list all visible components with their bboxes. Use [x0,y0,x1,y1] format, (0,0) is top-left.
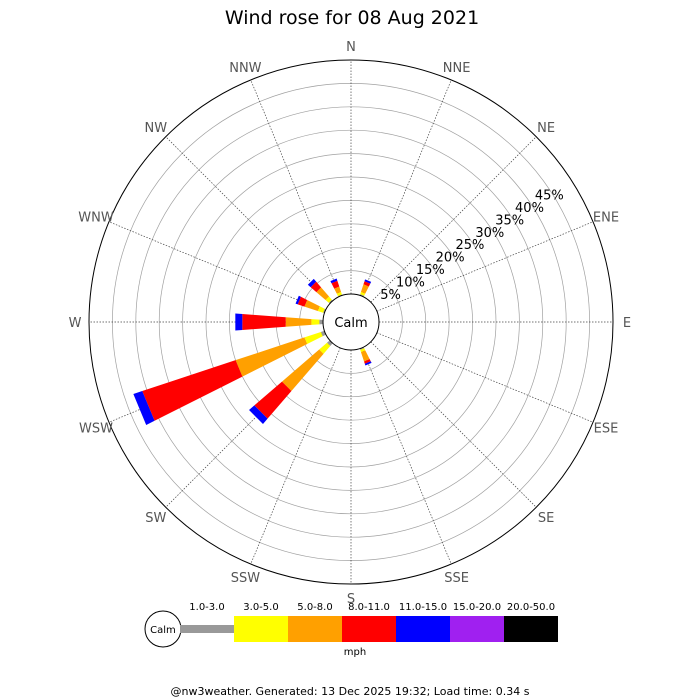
direction-label: NW [145,121,168,136]
direction-label: ESE [594,422,619,437]
legend-bin-label: 20.0-50.0 [507,602,555,613]
bar-segment [235,337,308,377]
bar-segment [242,314,286,330]
calm-center: Calm [322,293,380,351]
calm-circle [322,293,380,351]
legend-swatch [396,616,450,642]
direction-label: SSE [444,571,469,586]
bar-segment [295,295,301,305]
direction-label: N [346,40,356,55]
outer-ring [88,59,614,585]
grid-spoke [370,341,537,508]
grid-spoke [376,332,594,423]
speed-legend: Calm 1.0-3.0 3.0-5.0 5.0-8.0 8.0-11.0 11.0-15… [144,602,558,658]
grid-spoke [376,221,594,312]
bar-segment [235,313,243,331]
bar-segment [297,296,308,307]
grid-spoke [361,79,452,297]
direction-labels: N NNE NE ENE E ESE SE SSE S SSW SW WSW W WNW NW NNW [69,40,632,607]
legend-swatch [504,616,558,642]
grid-spoke [250,79,341,297]
bar-segment [254,381,292,419]
legend-swatch [180,625,234,633]
legend-bin-label: 8.0-11.0 [348,602,390,613]
direction-label: SW [145,511,166,526]
bar-segment [304,331,323,345]
bar-segment [311,319,320,325]
grid-spoke [108,221,326,312]
bar-segment [326,340,333,347]
ring-labels: 5%10%15%20%25%30%35%40%45% [380,189,564,303]
bar-segment [330,278,338,284]
bar-segment [307,278,317,288]
footer-text: @nw3weather. Generated: 13 Dec 2025 19:3… [171,685,530,698]
bar-segment [360,350,370,362]
legend-bin-label: 5.0-8.0 [297,602,332,613]
direction-label: E [623,316,631,331]
direction-label: NE [537,121,555,136]
bar-segment [317,306,325,313]
bar-segment [360,348,366,353]
legend-swatch [288,616,342,642]
bar-segment [249,405,268,424]
grid-spoke [361,347,452,565]
bar-segment [363,281,371,287]
grid-spoke [370,136,537,303]
grid-spoke [165,136,332,303]
bar-segment [360,284,369,294]
legend-swatch [342,616,396,642]
bar-segment [360,291,366,296]
ring-label: 15% [416,263,445,278]
direction-label: NNE [443,61,471,76]
legend-bin-label: 15.0-20.0 [453,602,501,613]
bar-segment [319,342,331,354]
bar-segment [142,360,243,421]
wind-bars [133,278,372,426]
bar-segment [364,359,371,364]
bar-segment [364,279,372,284]
bar-segment [285,317,312,327]
chart-title: Wind rose for 08 Aug 2021 [225,7,479,29]
grid-spoke [250,347,341,565]
bar-segment [364,361,372,366]
grid-ring [158,129,544,515]
bar-segment [325,296,332,303]
bar-segment [133,391,155,426]
bar-segment [331,280,340,289]
ring-label: 35% [495,213,524,228]
direction-label: S [347,592,355,607]
ring-label: 40% [515,201,544,216]
direction-label: WNW [78,210,114,225]
bar-segment [310,281,322,293]
bar-segment [304,299,320,312]
direction-label: SSW [231,571,261,586]
ring-label: 10% [396,275,425,290]
legend-swatch [450,616,504,642]
calm-label: Calm [334,316,367,331]
ring-label: 45% [535,189,564,204]
legend-bin-label: 1.0-3.0 [189,602,224,613]
direction-label: SE [538,511,554,526]
bar-segment [319,319,324,325]
bar-segment [281,349,324,392]
ring-label: 5% [380,288,401,303]
ring-label: 25% [456,238,485,253]
bar-segment [336,291,342,297]
direction-label: ENE [593,210,619,225]
bar-segment [334,286,342,294]
ring-label: 20% [436,251,465,266]
direction-label: WSW [79,422,113,437]
grid-ring [182,153,520,491]
direction-label: W [69,316,82,331]
legend-units: mph [344,647,366,658]
bar-segment [328,299,333,304]
legend-bin-label: 11.0-15.0 [399,602,447,613]
ring-label: 30% [475,226,504,241]
legend-calm-label: Calm [150,625,176,636]
bar-segment [316,287,330,301]
direction-label: NNW [229,61,261,76]
legend-bin-label: 3.0-5.0 [243,602,278,613]
legend-swatch [234,616,288,642]
